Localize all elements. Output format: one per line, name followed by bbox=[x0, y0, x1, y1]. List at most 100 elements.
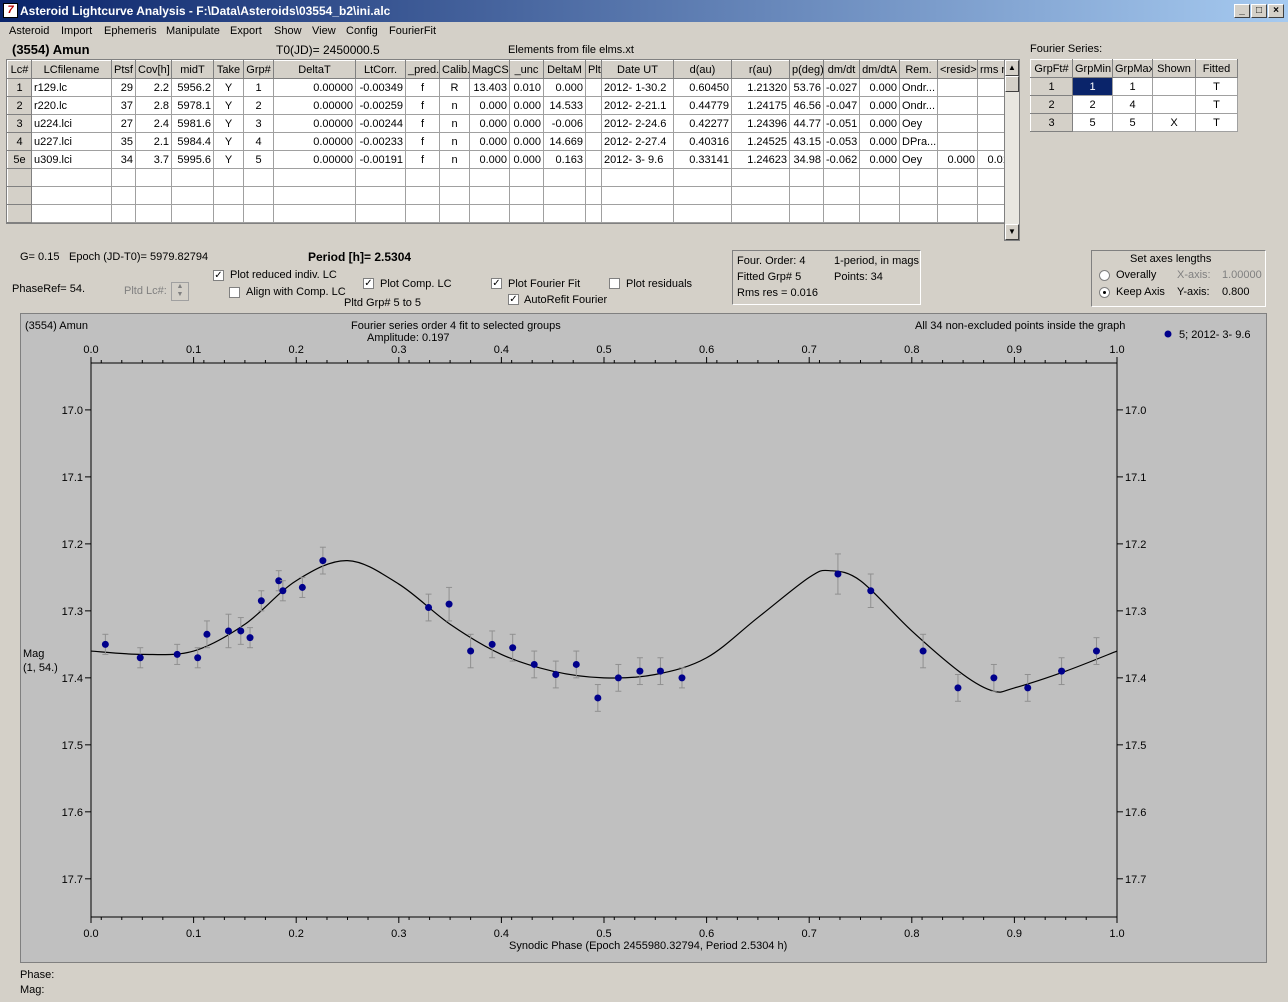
table-cell[interactable]: 1.24175 bbox=[731, 96, 790, 115]
table-cell[interactable] bbox=[585, 150, 602, 169]
table-cell[interactable]: f bbox=[405, 132, 440, 151]
table-cell[interactable]: 0.44779 bbox=[673, 96, 732, 115]
table-cell[interactable]: 27 bbox=[111, 114, 136, 133]
table-cell[interactable]: Y bbox=[213, 96, 244, 115]
table-cell[interactable]: 0.00000 bbox=[273, 150, 356, 169]
table-cell[interactable]: 3 bbox=[243, 114, 274, 133]
table-cell[interactable]: -0.00244 bbox=[355, 114, 406, 133]
table-cell[interactable]: -0.051 bbox=[823, 114, 860, 133]
table-cell[interactable] bbox=[789, 168, 824, 187]
table-cell[interactable]: -0.00191 bbox=[355, 150, 406, 169]
table-cell[interactable] bbox=[111, 204, 136, 223]
close-button[interactable]: × bbox=[1268, 4, 1284, 18]
table-cell[interactable]: 53.76 bbox=[789, 78, 824, 97]
table-cell[interactable] bbox=[31, 204, 112, 223]
lc-column-header[interactable]: LCfilename bbox=[31, 60, 112, 79]
table-cell[interactable] bbox=[111, 186, 136, 205]
table-cell[interactable] bbox=[937, 186, 978, 205]
table-cell[interactable]: n bbox=[439, 96, 470, 115]
table-cell[interactable]: 43.15 bbox=[789, 132, 824, 151]
table-cell[interactable] bbox=[859, 186, 900, 205]
table-cell[interactable]: 0.000 bbox=[469, 150, 510, 169]
lightcurve-table[interactable]: Lc# LCfilename Ptsf Cov[h] midT Take Grp# Delta… bbox=[6, 59, 1018, 224]
table-cell[interactable] bbox=[405, 204, 440, 223]
table-cell[interactable]: f bbox=[405, 114, 440, 133]
table-cell[interactable]: 2012- 3- 9.6 bbox=[601, 150, 674, 169]
table-cell[interactable]: 35 bbox=[111, 132, 136, 151]
lc-column-header[interactable]: Cov[h] bbox=[135, 60, 172, 79]
table-cell[interactable] bbox=[937, 78, 978, 97]
table-vertical-scrollbar[interactable]: ▲ ▼ bbox=[1004, 59, 1020, 241]
table-cell[interactable]: Oey bbox=[899, 150, 938, 169]
table-cell[interactable]: 1 bbox=[7, 78, 32, 97]
table-cell[interactable]: 0.00000 bbox=[273, 78, 356, 97]
table-cell[interactable] bbox=[585, 186, 602, 205]
table-cell[interactable] bbox=[509, 168, 544, 187]
x-axis-value[interactable]: 1.00000 bbox=[1222, 269, 1262, 281]
table-cell[interactable]: 29 bbox=[111, 78, 136, 97]
table-cell[interactable]: 3.7 bbox=[135, 150, 172, 169]
table-cell[interactable] bbox=[731, 186, 790, 205]
table-cell[interactable]: 13.403 bbox=[469, 78, 510, 97]
table-cell[interactable] bbox=[469, 168, 510, 187]
table-cell[interactable] bbox=[859, 168, 900, 187]
table-cell[interactable]: 5984.4 bbox=[171, 132, 214, 151]
table-cell[interactable]: 0.010 bbox=[509, 78, 544, 97]
table-cell[interactable]: 0.00000 bbox=[273, 132, 356, 151]
table-cell[interactable]: 0.000 bbox=[469, 132, 510, 151]
table-cell[interactable]: r220.lc bbox=[31, 96, 112, 115]
scroll-up-button[interactable]: ▲ bbox=[1005, 60, 1019, 76]
table-cell[interactable] bbox=[31, 186, 112, 205]
table-cell[interactable]: 2.1 bbox=[135, 132, 172, 151]
table-cell[interactable] bbox=[355, 204, 406, 223]
table-cell[interactable]: 44.77 bbox=[789, 114, 824, 133]
fourier-column-header[interactable]: GrpMax bbox=[1112, 59, 1153, 78]
table-cell[interactable]: Y bbox=[213, 78, 244, 97]
table-cell[interactable] bbox=[937, 114, 978, 133]
table-cell[interactable]: 0.00000 bbox=[273, 114, 356, 133]
lc-column-header[interactable]: Take bbox=[213, 60, 244, 79]
table-cell[interactable] bbox=[823, 204, 860, 223]
table-cell[interactable]: u224.lci bbox=[31, 114, 112, 133]
table-cell[interactable] bbox=[213, 186, 244, 205]
lc-column-header[interactable]: Rem. bbox=[899, 60, 938, 79]
plot-reduced-checkbox[interactable]: ✓ bbox=[213, 270, 224, 281]
table-cell[interactable]: 2 bbox=[243, 96, 274, 115]
lc-column-header[interactable]: MagCS bbox=[469, 60, 510, 79]
app-icon[interactable]: 7 bbox=[3, 3, 18, 18]
table-cell[interactable]: 4 bbox=[1112, 95, 1153, 114]
table-cell[interactable] bbox=[213, 204, 244, 223]
table-cell[interactable]: 3 bbox=[7, 114, 32, 133]
table-row[interactable]: 4 u227.lci 35 2.1 5984.4 Y 4 0.00000 -0.00233 f n 0… bbox=[7, 132, 1018, 151]
table-cell[interactable]: 5 bbox=[1072, 113, 1113, 132]
table-cell[interactable] bbox=[7, 168, 32, 187]
table-cell[interactable] bbox=[673, 168, 732, 187]
table-cell[interactable]: 1.21320 bbox=[731, 78, 790, 97]
lc-column-header[interactable]: Grp# bbox=[243, 60, 274, 79]
table-cell[interactable] bbox=[899, 186, 938, 205]
table-cell[interactable] bbox=[273, 204, 356, 223]
table-cell[interactable] bbox=[273, 186, 356, 205]
table-cell[interactable]: T bbox=[1195, 77, 1238, 96]
menu-ephemeris[interactable]: Ephemeris bbox=[104, 25, 157, 37]
table-cell[interactable] bbox=[31, 168, 112, 187]
table-cell[interactable]: 1.24396 bbox=[731, 114, 790, 133]
menu-asteroid[interactable]: Asteroid bbox=[9, 25, 50, 37]
plot-residuals-checkbox[interactable] bbox=[609, 278, 620, 289]
table-cell[interactable]: T bbox=[1195, 113, 1238, 132]
table-cell[interactable]: 1.24623 bbox=[731, 150, 790, 169]
table-cell[interactable]: 34 bbox=[111, 150, 136, 169]
table-cell[interactable]: 2 bbox=[1072, 95, 1113, 114]
table-cell[interactable]: T bbox=[1195, 95, 1238, 114]
table-cell[interactable]: 0.000 bbox=[509, 132, 544, 151]
table-cell[interactable]: 1 bbox=[1072, 77, 1113, 96]
table-cell[interactable]: 1.24525 bbox=[731, 132, 790, 151]
scroll-thumb[interactable] bbox=[1005, 76, 1019, 92]
autorefit-checkbox[interactable]: ✓ bbox=[508, 294, 519, 305]
lc-column-header[interactable]: p(deg) bbox=[789, 60, 824, 79]
table-cell[interactable] bbox=[243, 186, 274, 205]
table-cell[interactable] bbox=[355, 168, 406, 187]
table-cell[interactable]: 1 bbox=[1030, 77, 1073, 96]
